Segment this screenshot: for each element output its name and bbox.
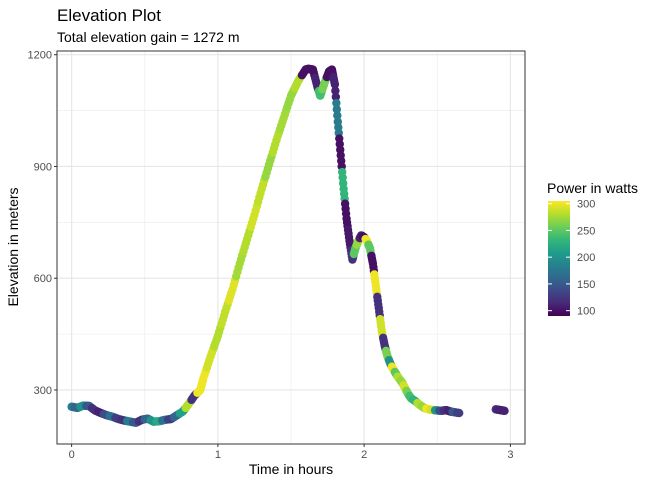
plot-panel xyxy=(56,50,526,445)
data-point xyxy=(332,98,341,108)
data-point xyxy=(331,92,341,102)
legend-colorbar xyxy=(548,201,570,316)
legend-tick-label: 200 xyxy=(577,252,595,264)
data-point xyxy=(332,105,342,114)
major-gridlines xyxy=(57,51,525,444)
y-tick-label: 600 xyxy=(34,273,52,285)
legend-tick-label: 300 xyxy=(577,199,595,211)
legend-title: Power in watts xyxy=(547,180,638,196)
legend-tick-label: 250 xyxy=(577,225,595,237)
legend-tick-label: 100 xyxy=(577,306,595,318)
x-axis-ticks: 0 1 2 3 xyxy=(69,444,513,461)
y-tick-label: 1200 xyxy=(28,50,52,62)
data-point xyxy=(333,111,342,120)
x-tick-label: 2 xyxy=(361,449,367,461)
y-tick-label: 900 xyxy=(34,161,52,173)
data-points xyxy=(67,64,509,427)
x-axis-title: Time in hours xyxy=(249,461,333,477)
x-tick-label: 1 xyxy=(215,449,221,461)
color-legend: Power in watts 100 150 200 250 300 xyxy=(547,180,638,318)
y-tick-label: 300 xyxy=(34,385,52,397)
y-axis-ticks: 300 600 900 1200 xyxy=(28,50,57,397)
chart-subtitle: Total elevation gain = 1272 m xyxy=(57,29,240,45)
plot-border xyxy=(56,50,526,445)
x-tick-label: 0 xyxy=(69,449,75,461)
legend-ticks: 100 150 200 250 300 xyxy=(548,199,595,318)
data-point xyxy=(454,408,464,418)
legend-tick-label: 150 xyxy=(577,279,595,291)
y-axis-title: Elevation in meters xyxy=(5,187,21,306)
chart-title: Elevation Plot xyxy=(57,6,161,25)
minor-gridlines xyxy=(57,51,525,444)
x-tick-label: 3 xyxy=(507,449,513,461)
data-point xyxy=(500,406,509,416)
data-point xyxy=(331,86,340,95)
data-point xyxy=(330,80,340,89)
